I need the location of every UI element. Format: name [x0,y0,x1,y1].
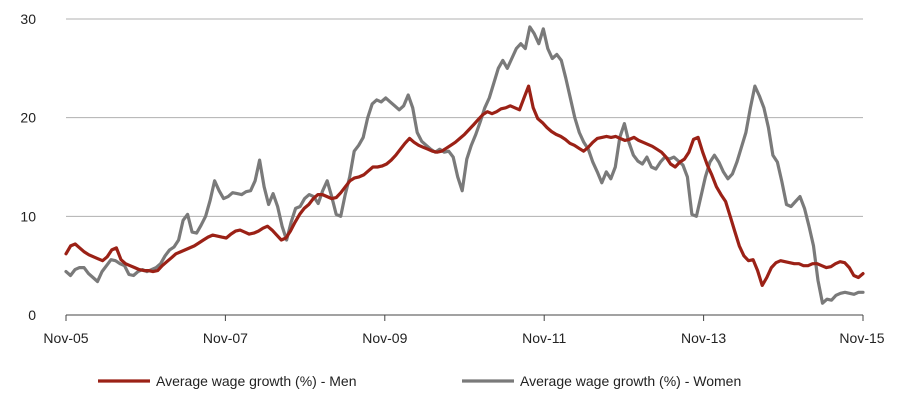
legend-label-men: Average wage growth (%) - Men [156,373,357,389]
gridlines [66,18,863,217]
legend: Average wage growth (%) - Men Average wag… [98,373,741,389]
x-tick-label: Nov-05 [43,330,88,346]
y-tick-labels: 0 10 20 30 [20,11,36,323]
legend-label-women: Average wage growth (%) - Women [520,373,741,389]
y-tick-label: 10 [20,208,36,224]
x-tick-label: Nov-09 [362,330,407,346]
x-tick-label: Nov-11 [522,330,566,346]
x-tick-label: Nov-07 [203,330,248,346]
series-line-men [64,84,865,287]
y-tick-label: 20 [20,110,36,126]
x-ticks: Nov-05 Nov-07 Nov-09 Nov-11 Nov-13 Nov-15 [43,315,885,346]
x-tick-label: Nov-15 [839,330,884,346]
y-tick-label: 0 [28,307,36,323]
y-tick-label: 30 [20,11,36,27]
series-line-women [64,25,865,305]
series-layer [64,25,865,305]
x-tick-label: Nov-13 [681,330,726,346]
